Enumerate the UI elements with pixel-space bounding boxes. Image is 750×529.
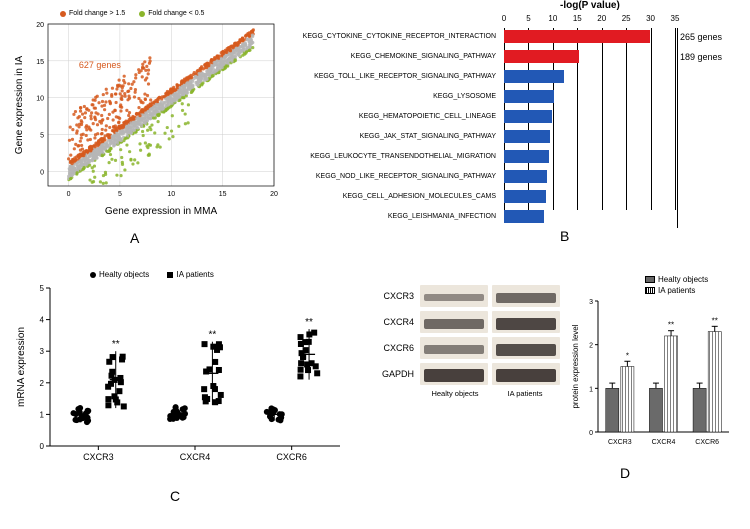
panel-a-label: A — [130, 230, 139, 246]
svg-text:0: 0 — [67, 191, 71, 198]
panel-b-label: B — [560, 228, 569, 244]
svg-text:**: ** — [112, 339, 120, 350]
bar — [504, 190, 546, 203]
svg-text:3: 3 — [40, 347, 45, 356]
bar — [504, 110, 552, 123]
dotplot-svg: 0 1 2 3 4 5 mRNA expression CXCR3 ** CXCR4 ** CXCR6… — [10, 270, 350, 480]
blot-row: CXCR3 — [370, 285, 570, 307]
bar — [504, 130, 550, 143]
svg-text:20: 20 — [36, 22, 44, 29]
panel-a-scatter: Fold change > 1.5 Fold change < 0.5 0055… — [10, 10, 280, 230]
svg-text:mRNA expression: mRNA expression — [16, 327, 27, 407]
svg-text:0: 0 — [589, 430, 593, 437]
bar-label: KEGG_LEUKOCYTE_TRANSENDOTHELIAL_MIGRATIO… — [300, 153, 500, 160]
svg-text:Gene expression in IA: Gene expression in IA — [14, 55, 25, 154]
panel-b-x-title: -log(P value) — [560, 0, 620, 11]
bar — [504, 90, 554, 103]
bar-row: KEGG_CELL_ADHESION_MOLECULES_CAMS — [300, 188, 740, 205]
bar-label: KEGG_LEISHMANIA_INFECTION — [300, 213, 500, 220]
bar-row: KEGG_NOD_LIKE_RECEPTOR_SIGNALING_PATHWAY — [300, 168, 740, 185]
svg-text:**: ** — [209, 330, 217, 341]
bar-row: KEGG_LEISHMANIA_INFECTION — [300, 208, 740, 225]
blot-column-labels: Healty objects IA patients — [420, 389, 560, 398]
svg-text:CXCR6: CXCR6 — [276, 452, 307, 462]
bar-label: KEGG_CHEMOKINE_SIGNALING_PATHWAY — [300, 53, 500, 60]
legend-d-healthy: Healty objects — [658, 275, 708, 284]
legend-d-patients: IA patients — [658, 286, 695, 295]
bar-row: KEGG_TOLL_LIKE_RECEPTOR_SIGNALING_PATHWA… — [300, 68, 740, 85]
svg-text:1: 1 — [40, 410, 45, 419]
panel-d: CXCR3 CXCR4 CXCR6 GAPDH Healty objects IA p… — [370, 275, 740, 505]
svg-text:0: 0 — [40, 442, 45, 451]
svg-text:*: * — [626, 351, 629, 360]
blot-label: CXCR4 — [370, 317, 420, 327]
panel-d-legend: Healty objects IA patients — [645, 275, 708, 297]
panel-b-rows: KEGG_CYTOKINE_CYTOKINE_RECEPTOR_INTERACT… — [300, 28, 740, 228]
blot-label: CXCR3 — [370, 291, 420, 301]
svg-text:**: ** — [712, 316, 718, 325]
svg-text:5: 5 — [118, 191, 122, 198]
svg-text:3: 3 — [589, 299, 593, 306]
bar-label: KEGG_JAK_STAT_SIGNALING_PATHWAY — [300, 133, 500, 140]
bar — [504, 170, 547, 183]
svg-text:15: 15 — [36, 59, 44, 66]
panel-c-dotplot: Healty objects IA patients 012345mRNA ex… — [10, 270, 350, 510]
bar — [504, 210, 544, 223]
bar-row: KEGG_CYTOKINE_CYTOKINE_RECEPTOR_INTERACT… — [300, 28, 740, 45]
bar — [504, 50, 579, 63]
svg-text:Gene expression in MMA: Gene expression in MMA — [105, 206, 218, 217]
bar-label: KEGG_HEMATOPOIETIC_CELL_LINEAGE — [300, 113, 500, 120]
blot-col-patients: IA patients — [490, 389, 560, 398]
svg-text:2: 2 — [40, 379, 45, 388]
bar-label: KEGG_LYSOSOME — [300, 93, 500, 100]
svg-text:20: 20 — [270, 191, 278, 198]
svg-text:CXCR4: CXCR4 — [180, 452, 211, 462]
svg-text:CXCR6: CXCR6 — [695, 439, 719, 446]
panel-d-label: D — [620, 465, 630, 481]
svg-text:1: 1 — [589, 386, 593, 393]
svg-text:CXCR3: CXCR3 — [83, 452, 114, 462]
svg-text:CXCR4: CXCR4 — [652, 439, 676, 446]
svg-text:627 genes: 627 genes — [79, 60, 122, 70]
panel-b-bars: -log(P value) 05101520253035 KEGG_CYTOKI… — [300, 0, 740, 240]
svg-text:CXCR3: CXCR3 — [608, 439, 632, 446]
svg-text:10: 10 — [167, 191, 175, 198]
blot-row: CXCR4 — [370, 311, 570, 333]
bar-row: KEGG_LEUKOCYTE_TRANSENDOTHELIAL_MIGRATIO… — [300, 148, 740, 165]
svg-text:protein expression level: protein expression level — [571, 324, 580, 408]
bar-label: KEGG_NOD_LIKE_RECEPTOR_SIGNALING_PATHWAY — [300, 173, 500, 180]
blot-label: CXCR6 — [370, 343, 420, 353]
blot-row: GAPDH — [370, 363, 570, 385]
bar-row: KEGG_HEMATOPOIETIC_CELL_LINEAGE — [300, 108, 740, 125]
svg-text:**: ** — [668, 321, 674, 330]
blot-label: GAPDH — [370, 369, 420, 379]
western-blot: CXCR3 CXCR4 CXCR6 GAPDH Healty objects IA p… — [370, 285, 570, 398]
panel-c-label: C — [170, 488, 180, 504]
svg-text:**: ** — [305, 317, 313, 328]
bar-annotation: 189 genes — [680, 52, 740, 62]
svg-text:0: 0 — [40, 169, 44, 176]
panel-d-bars-svg: 0 1 2 3 protein expression level CXCR3 * CXCR4 *… — [568, 295, 733, 460]
bar — [504, 150, 549, 163]
svg-text:5: 5 — [40, 132, 44, 139]
blot-col-healthy: Healty objects — [420, 389, 490, 398]
bar-row: KEGG_LYSOSOME — [300, 88, 740, 105]
bar-annotation: 265 genes — [680, 32, 740, 42]
scatter-svg: 0 0 5 5 10 10 15 15 20 20 627 genes Gene expression… — [10, 10, 280, 220]
svg-text:2: 2 — [589, 343, 593, 350]
blot-row: CXCR6 — [370, 337, 570, 359]
svg-text:5: 5 — [40, 284, 45, 293]
panel-b-ticks: 05101520253035 — [504, 14, 675, 26]
bar-row: KEGG_CHEMOKINE_SIGNALING_PATHWAY 189 gene… — [300, 48, 740, 65]
bar-label: KEGG_CYTOKINE_CYTOKINE_RECEPTOR_INTERACT… — [300, 33, 500, 40]
bar — [504, 70, 564, 83]
svg-text:10: 10 — [36, 96, 44, 103]
bar — [504, 30, 650, 43]
bar-label: KEGG_TOLL_LIKE_RECEPTOR_SIGNALING_PATHWA… — [300, 73, 500, 80]
svg-text:15: 15 — [219, 191, 227, 198]
svg-text:4: 4 — [40, 316, 45, 325]
bar-row: KEGG_JAK_STAT_SIGNALING_PATHWAY — [300, 128, 740, 145]
bar-label: KEGG_CELL_ADHESION_MOLECULES_CAMS — [300, 193, 500, 200]
